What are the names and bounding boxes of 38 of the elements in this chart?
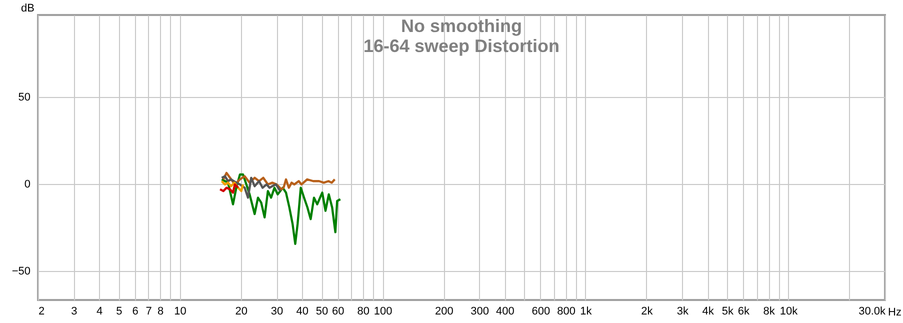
- text: 16-64 sweep Distortion: [363, 36, 560, 56]
- x-tick-label: 100: [374, 306, 392, 318]
- x-tick-label: 600: [532, 306, 550, 318]
- x-tick-label: 20: [235, 306, 248, 318]
- x-tick-label: 60: [332, 306, 344, 318]
- x-tick-label: 4: [96, 306, 103, 318]
- x-tick-label: 2: [38, 306, 45, 318]
- x-tick-label: 5k: [722, 306, 734, 318]
- y-axis-title: dB: [21, 2, 34, 14]
- x-tick-label: 6k: [738, 306, 750, 318]
- x-tick-label: 1k: [580, 306, 592, 318]
- x-tick-label: 50: [316, 306, 328, 318]
- x-tick-label: 7: [146, 306, 152, 318]
- x-tick-label: 3k: [676, 306, 689, 318]
- x-tick-label: 400: [496, 306, 514, 318]
- x-tick-label: 300: [470, 306, 490, 318]
- line-series: [220, 180, 244, 192]
- x-tick-label: 3: [71, 306, 78, 318]
- x-tick-label: 40: [296, 306, 308, 318]
- x-tick-label: 10k: [780, 306, 798, 318]
- x-tick-label: 8: [158, 306, 164, 318]
- y-tick-label: −50: [12, 266, 30, 278]
- chart-title: No smoothing: [401, 16, 522, 36]
- x-tick-label: 5: [116, 306, 122, 318]
- x-tick-label: 8k: [763, 306, 776, 318]
- x-tick-label: 200: [434, 306, 454, 318]
- x-tick-label: 10: [174, 306, 186, 318]
- y-tick-label: 0: [24, 178, 30, 191]
- x-tick-label: 800: [557, 306, 576, 318]
- x-tick-label: 80: [357, 306, 370, 318]
- x-tick-label: 4k: [702, 306, 714, 318]
- x-tick-label: 2k: [641, 306, 654, 318]
- x-tick-label: 6: [132, 306, 138, 318]
- y-tick-label: 50: [18, 91, 30, 104]
- x-tick-label: 30.0k: [858, 306, 886, 318]
- x-tick-label: 30: [270, 306, 284, 318]
- x-axis-title: Hz: [888, 306, 902, 318]
- line-series: [218, 183, 240, 194]
